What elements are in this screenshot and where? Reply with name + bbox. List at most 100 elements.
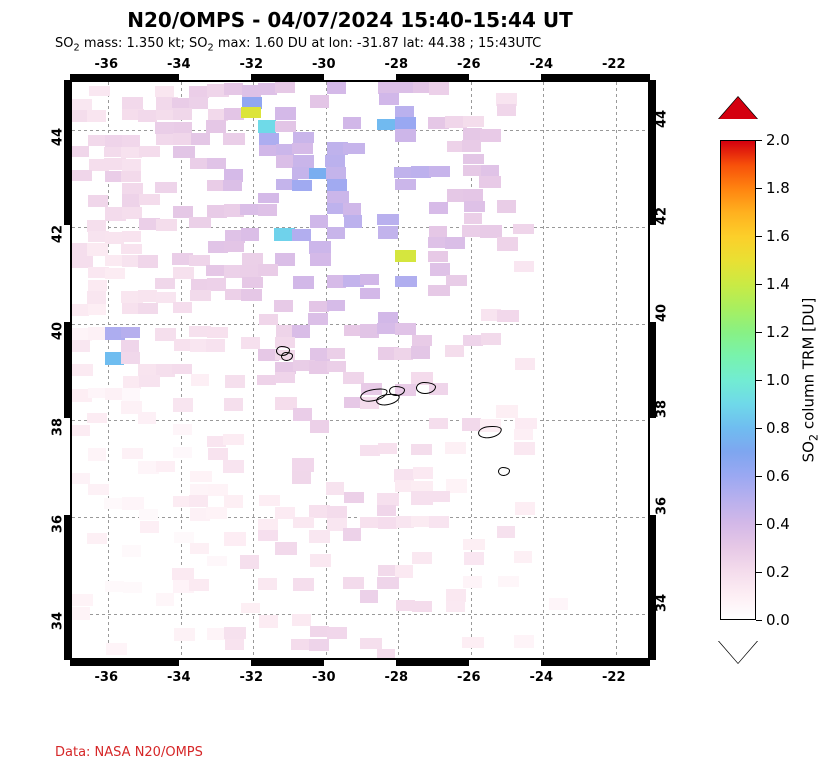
axis-tick-label: -32: [240, 670, 264, 685]
heatmap-cell: [429, 418, 448, 429]
heatmap-cell: [258, 83, 277, 95]
heatmap-cell: [71, 304, 89, 316]
heatmap-cell: [514, 551, 532, 563]
heatmap-cell: [88, 448, 106, 461]
heatmap-cell: [497, 310, 519, 323]
heatmap-cell: [87, 291, 106, 304]
heatmap-cell: [377, 214, 399, 225]
heatmap-cell: [394, 348, 412, 360]
axis-tick-label: -34: [167, 670, 191, 685]
gridline-lat: [72, 614, 648, 615]
heatmap-cell: [122, 183, 143, 195]
heatmap-cell: [138, 412, 156, 424]
heatmap-cell: [174, 532, 194, 543]
colorbar-tick-label: 0.0: [766, 611, 790, 629]
heatmap-cell: [428, 251, 448, 262]
heatmap-cell: [155, 86, 173, 97]
heatmap-cell: [293, 155, 314, 167]
gridline-lon: [543, 82, 544, 658]
axis-frame-dash: [251, 660, 324, 666]
heatmap-cell: [479, 176, 500, 187]
heatmap-cell: [242, 277, 264, 288]
heatmap-cell: [497, 526, 516, 538]
heatmap-cell: [377, 323, 395, 334]
heatmap-cell: [156, 292, 177, 303]
axis-tick-label: -22: [602, 670, 626, 685]
heatmap-cell: [515, 358, 535, 370]
heatmap-cell: [360, 288, 380, 299]
heatmap-cell: [106, 643, 128, 655]
axis-tick-label: -24: [530, 57, 554, 72]
heatmap-cell: [429, 491, 449, 502]
heatmap-cell: [224, 265, 242, 278]
heatmap-cell: [463, 189, 483, 201]
heatmap-cell: [395, 129, 416, 142]
heatmap-cell: [343, 577, 364, 589]
heatmap-cell: [292, 325, 311, 338]
heatmap-cell: [378, 517, 396, 529]
heatmap-cell: [223, 180, 242, 191]
heatmap-cell: [514, 429, 533, 440]
axis-tick-label: 38: [51, 418, 66, 436]
heatmap-cell: [224, 398, 243, 411]
heatmap-cell: [189, 86, 209, 98]
heatmap-cell: [240, 555, 259, 568]
axis-frame-dash: [650, 515, 656, 612]
heatmap-cell: [258, 204, 276, 216]
heatmap-cell: [310, 95, 329, 108]
heatmap-cell: [497, 104, 516, 116]
heatmap-cell: [87, 533, 106, 544]
island-contour: [498, 467, 510, 476]
colorbar-tick: [756, 140, 762, 141]
heatmap-cell: [429, 516, 449, 528]
heatmap-cell: [343, 117, 361, 129]
heatmap-cell: [497, 200, 516, 213]
heatmap-cell: [515, 418, 537, 429]
heatmap-cell: [275, 107, 297, 120]
heatmap-cell: [411, 166, 431, 179]
heatmap-cell: [173, 108, 192, 119]
colorbar-tick-label: 0.8: [766, 419, 790, 437]
axis-frame-dash: [70, 74, 106, 80]
heatmap-cell: [463, 576, 482, 588]
heatmap-cell: [259, 495, 280, 507]
axis-tick-label: -32: [240, 57, 264, 72]
colorbar-tick: [756, 380, 762, 381]
axis-tick-label: 44: [655, 110, 670, 128]
heatmap-cell: [156, 593, 174, 606]
heatmap-cell: [224, 627, 246, 639]
heatmap-cell: [155, 278, 175, 289]
heatmap-cell: [293, 578, 313, 591]
heatmap-cell: [292, 471, 311, 484]
heatmap-cell: [206, 120, 226, 133]
colorbar-tick: [756, 620, 762, 621]
colorbar-tick: [756, 428, 762, 429]
heatmap-cell: [395, 250, 416, 262]
heatmap-cell: [70, 110, 88, 122]
heatmap-cell: [191, 374, 209, 385]
axis-frame-dash: [70, 660, 106, 666]
heatmap-cell: [173, 133, 191, 144]
heatmap-cell: [360, 638, 382, 649]
axis-frame-dash: [650, 128, 656, 225]
heatmap-cell: [394, 82, 413, 93]
heatmap-cell: [122, 545, 141, 557]
heatmap-cell: [463, 116, 484, 127]
heatmap-cell: [446, 589, 466, 602]
axis-frame-dash: [614, 74, 650, 80]
heatmap-cell: [292, 180, 312, 191]
colorbar-tick-label: 1.4: [766, 275, 790, 293]
heatmap-cell: [223, 133, 245, 145]
colorbar-gradient: [720, 140, 756, 620]
axis-frame-dash: [106, 74, 179, 80]
heatmap-cell: [139, 146, 160, 157]
heatmap-cell: [258, 120, 276, 133]
heatmap-cell: [207, 278, 226, 291]
colorbar-tick-label: 0.4: [766, 515, 790, 533]
axis-frame-dash: [64, 612, 70, 660]
heatmap-cell: [395, 179, 416, 191]
heatmap-cell: [241, 107, 261, 118]
heatmap-cell: [497, 237, 519, 250]
heatmap-cell: [105, 581, 124, 592]
heatmap-cell: [71, 170, 92, 181]
